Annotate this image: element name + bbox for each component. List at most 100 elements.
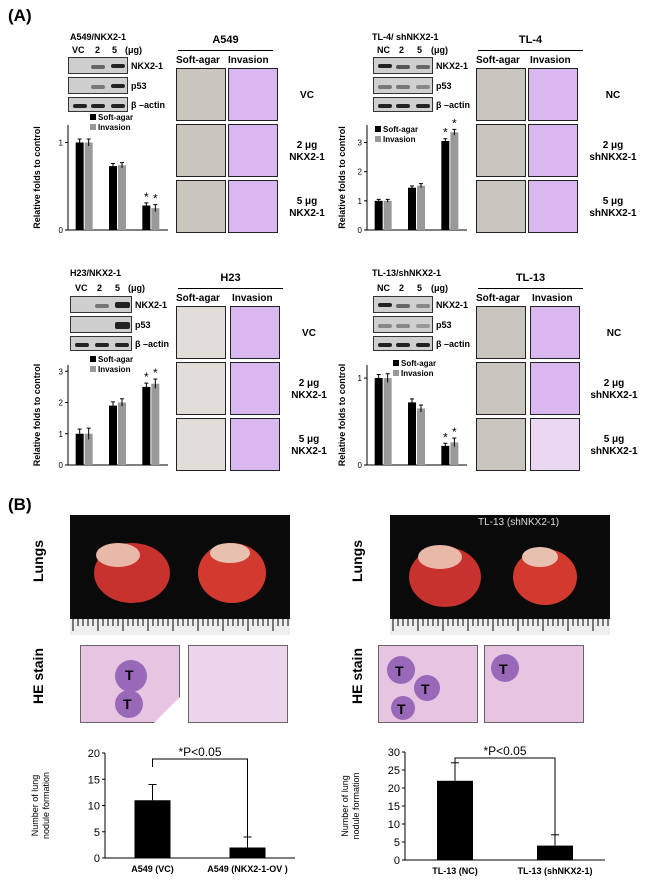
legend-softagar: Soft-agar <box>383 125 418 134</box>
y-tick-label: 10 <box>88 801 100 813</box>
a549-nkx-label: NKX2-1 <box>131 61 164 71</box>
bar-softagar-1 <box>109 166 117 230</box>
tl4-soft-2 <box>476 124 526 177</box>
legend-softagar: Soft-agar <box>98 113 133 122</box>
a549-softagar-header: Soft-agar <box>176 55 220 66</box>
h23-ug: (μg) <box>128 283 145 293</box>
y-tick-label: 3 <box>59 367 64 376</box>
bar-0 <box>134 800 171 858</box>
tl13-actin-label: β –actin <box>436 339 471 349</box>
y-tick-label: 5 <box>394 837 400 849</box>
a549-lane-2: 2 <box>95 45 101 55</box>
h23-blot-title: H23/NKX2-1 <box>70 268 122 278</box>
tl4-lane-5: 5 <box>417 45 423 55</box>
h23-cond-0: VC <box>302 328 316 339</box>
tl4-blot-title: TL-4/ shNKX2-1 <box>372 32 439 42</box>
h23-cond-2: 5 μg NKX2-1 <box>291 434 327 457</box>
tl13-inv-5 <box>530 418 580 471</box>
tl4-cond-2: 5 μg shNKX2-1 <box>589 196 637 219</box>
chart-tl4: 0 1 2 3 Relative folds to control * * Soft-agar… <box>337 116 467 235</box>
y-tick-label: 2 <box>358 168 363 177</box>
he-a549-t2: T <box>123 696 132 712</box>
legend-swatch <box>90 356 96 362</box>
tl4-img-title: TL-4 <box>518 34 543 46</box>
y-axis-label: Relative folds to control <box>337 364 347 467</box>
h23-inv-2 <box>230 362 280 415</box>
a549-ug: (μg) <box>125 45 142 55</box>
bar-0 <box>437 780 473 860</box>
tl13-lane-5: 5 <box>417 283 423 293</box>
a549-invasion-header: Invasion <box>228 55 269 66</box>
bar-invasion-2 <box>151 383 160 465</box>
tl13-blot-p53 <box>373 316 433 333</box>
panel-a-label: (A) <box>8 6 32 25</box>
h23-cond-1: 2 μg NKX2-1 <box>291 378 327 401</box>
lung-photo-a549 <box>70 515 290 635</box>
he-tl13-sh: T <box>484 645 584 723</box>
a549-p53-label: p53 <box>131 81 147 91</box>
tl4-nkx-label: NKX2-1 <box>436 61 469 71</box>
tl13-lane-2: 2 <box>399 283 405 293</box>
significance-star: * <box>144 370 149 384</box>
tl13-lane-nc: NC <box>377 283 390 293</box>
tl4-blot-actin <box>373 97 433 112</box>
h23-lane-5: 5 <box>115 283 121 293</box>
significance-star: * <box>443 430 448 444</box>
a549-blot-nkx <box>68 57 128 74</box>
h23-blot-actin <box>70 336 132 351</box>
y-tick-label: 25 <box>388 765 400 777</box>
tl13-blot-nkx <box>373 296 433 313</box>
tl13-ug: (μg) <box>431 283 448 293</box>
tl13-cond-1: 2 μg shNKX2-1 <box>590 378 638 401</box>
tl4-lane-nc: NC <box>377 45 390 55</box>
tl13-cond-0: NC <box>606 328 622 339</box>
a549-inv-2 <box>228 124 278 177</box>
y-tick-label: 1 <box>358 374 363 383</box>
y-axis-label-1: nodule formation <box>41 772 51 839</box>
x-category-label-0: TL-13 (NC) <box>432 866 478 876</box>
tl13-soft-nc <box>476 306 526 359</box>
y-axis-label-1: nodule formation <box>351 772 361 839</box>
bar-invasion-1 <box>417 408 425 465</box>
h23-nkx-label: NKX2-1 <box>135 300 168 310</box>
y-tick-label: 10 <box>388 819 400 831</box>
he-a549-vc: T T <box>80 645 181 724</box>
h23-actin-label: β –actin <box>135 339 170 349</box>
h23-invasion-header: Invasion <box>232 293 273 304</box>
h23-blot-nkx <box>70 296 132 313</box>
y-tick-label: 20 <box>388 783 400 795</box>
legend-swatch <box>90 366 96 372</box>
y-axis-label: Relative folds to control <box>32 364 42 467</box>
bar-softagar-2 <box>441 445 450 465</box>
a549-soft-5 <box>176 180 226 233</box>
bar-softagar-0 <box>374 378 383 465</box>
bar-invasion-0 <box>84 433 93 465</box>
h23-softagar-header: Soft-agar <box>176 293 220 304</box>
bar-softagar-1 <box>109 405 117 465</box>
h23-lane-2: 2 <box>97 283 103 293</box>
tl13-inv-nc <box>530 306 580 359</box>
he-label-right: HE stain <box>349 648 365 705</box>
bar-softagar-0 <box>374 200 383 230</box>
legend-invasion: Invasion <box>401 369 434 378</box>
a549-blot-p53 <box>68 77 128 94</box>
tl13-soft-2 <box>476 362 526 415</box>
a549-img-title: A549 <box>212 34 239 46</box>
significance-star: * <box>153 366 158 380</box>
a549-cond-2: 5 μg NKX2-1 <box>289 196 325 219</box>
tl4-actin-label: β –actin <box>436 100 471 110</box>
bar-softagar-2 <box>142 205 151 230</box>
a549-blot-title: A549/NKX2-1 <box>70 32 127 42</box>
tl13-nkx-label: NKX2-1 <box>436 300 469 310</box>
y-axis-label-0: Number of lung <box>340 775 350 837</box>
y-tick-label: 5 <box>94 827 100 839</box>
y-tick-label: 1 <box>59 430 64 439</box>
bar-invasion-0 <box>383 200 392 230</box>
he-a549-ov <box>188 645 288 723</box>
p-value: *P<0.05 <box>483 744 526 758</box>
significance-star: * <box>443 126 448 140</box>
a549-lane-vc: VC <box>72 45 85 55</box>
significance-star: * <box>452 425 457 439</box>
a549-actin-label: β –actin <box>131 100 166 110</box>
lung-photo-title: TL-13 (shNKX2-1) <box>478 517 560 528</box>
